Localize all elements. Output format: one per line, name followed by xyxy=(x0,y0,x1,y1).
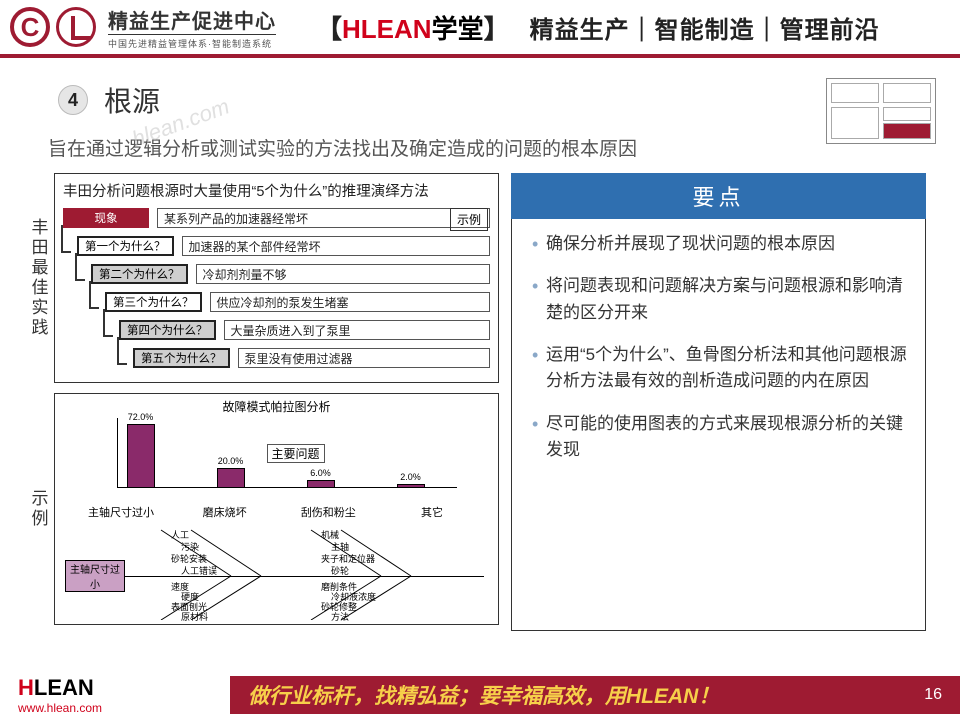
page-title: 根源 xyxy=(104,80,160,120)
org-block: 精益生产促进中心 中国先进精益管理体系·智能制造系统 xyxy=(108,5,276,50)
pareto-xlabel: 磨床烧坏 xyxy=(185,504,265,520)
footer-slogan: 做行业标杆，找精弘益；要幸福高效，用HLEAN！ xyxy=(248,680,719,710)
why-question: 第二个为什么？ xyxy=(91,264,188,284)
footer-brand-red: H xyxy=(18,675,34,700)
panel-5whys: 丰田最佳实践 丰田分析问题根源时大量使用“5个为什么”的推理演绎方法 示例 现象… xyxy=(54,173,499,383)
pareto-bar xyxy=(307,480,335,488)
why-answer: 加速器的某个部件经常坏 xyxy=(182,236,491,256)
why-row: 现象某系列产品的加速器经常坏 xyxy=(63,205,490,231)
content: 丰田最佳实践 丰田分析问题根源时大量使用“5个为什么”的推理演绎方法 示例 现象… xyxy=(0,173,960,631)
pareto-bar-label: 72.0% xyxy=(128,412,154,422)
fishbone-bones-icon xyxy=(61,524,492,620)
why-answer: 某系列产品的加速器经常坏 xyxy=(157,208,490,228)
logo-l-icon xyxy=(56,7,96,47)
why-answer: 冷却剂剂量不够 xyxy=(196,264,491,284)
hlean-red: HLEAN xyxy=(342,14,432,44)
bracket-r: 】 xyxy=(484,14,510,44)
why-question: 第四个为什么？ xyxy=(119,320,216,340)
footer-brand: HLEAN www.hlean.com xyxy=(0,675,230,715)
footer-bar: 做行业标杆，找精弘益；要幸福高效，用HLEAN！ 16 xyxy=(230,676,960,714)
pareto-title: 故障模式帕拉图分析 xyxy=(61,398,492,415)
pareto-xlabel: 主轴尺寸过小 xyxy=(81,504,161,520)
footer-url: www.hlean.com xyxy=(18,701,230,715)
why-row: 第三个为什么？ 供应冷却剂的泵发生堵塞 xyxy=(63,289,490,315)
pareto-xlabel: 其它 xyxy=(392,504,472,520)
why-row: 第二个为什么？ 冷却剂剂量不够 xyxy=(63,261,490,287)
left-column: 丰田最佳实践 丰田分析问题根源时大量使用“5个为什么”的推理演绎方法 示例 现象… xyxy=(54,173,499,631)
pareto-bar-label: 6.0% xyxy=(310,468,331,478)
panel1-vlabel: 丰田最佳实践 xyxy=(25,174,51,382)
footer-brand-black: LEAN xyxy=(34,675,94,700)
right-column: 要点 确保分析并展现了现状问题的根本原因将问题表现和问题解决方案与问题根源和影响… xyxy=(511,173,926,631)
header: C 精益生产促进中心 中国先进精益管理体系·智能制造系统 【HLEAN学堂】 精… xyxy=(0,0,960,58)
hlean-black: 学堂 xyxy=(432,14,484,44)
why-question: 第三个为什么？ xyxy=(105,292,202,312)
panel1-title: 丰田分析问题根源时大量使用“5个为什么”的推理演绎方法 xyxy=(63,180,490,201)
why-question: 第五个为什么？ xyxy=(133,348,230,368)
pareto-xlabel: 刮伤和粉尘 xyxy=(288,504,368,520)
pareto-bar xyxy=(127,424,155,488)
panel2-vlabel: 示例 xyxy=(25,394,51,624)
header-mid: 【HLEAN学堂】 xyxy=(316,9,510,46)
why-answer: 供应冷却剂的泵发生堵塞 xyxy=(210,292,491,312)
why-row: 第四个为什么？ 大量杂质进入到了泵里 xyxy=(63,317,490,343)
example-tag: 示例 xyxy=(450,208,488,231)
keypoint-item: 尽可能的使用图表的方式来展现根源分析的关键发现 xyxy=(532,411,909,464)
why-question: 现象 xyxy=(63,208,149,228)
keypoint-item: 运用“5个为什么”、鱼骨图分析法和其他问题根源分析方法最有效的剖析造成问题的内在… xyxy=(532,342,909,395)
logo-c-icon: C xyxy=(10,7,50,47)
step-badge: 4 xyxy=(58,85,88,115)
pareto-bar-label: 2.0% xyxy=(400,472,421,482)
bracket-l: 【 xyxy=(316,14,342,44)
why-answer: 大量杂质进入到了泵里 xyxy=(224,320,491,340)
panel-pareto-fishbone: 示例 故障模式帕拉图分析 72.0%20.0%6.0%2.0% 主要问题 主轴尺… xyxy=(54,393,499,625)
pareto-xlabels: 主轴尺寸过小 磨床烧坏 刮伤和粉尘 其它 xyxy=(61,504,492,520)
pareto-chart: 故障模式帕拉图分析 72.0% 20.0% 6.0% 2.0% 主要问题 xyxy=(61,398,492,502)
keypoint-item: 将问题表现和问题解决方案与问题根源和影响清楚的区分开来 xyxy=(532,273,909,326)
why-question: 第一个为什么？ xyxy=(77,236,174,256)
why-rows: 现象某系列产品的加速器经常坏第一个为什么？ 加速器的某个部件经常坏第二个为什么？ 冷… xyxy=(63,205,490,371)
why-row: 第五个为什么？ 泵里没有使用过滤器 xyxy=(63,345,490,371)
keypoints-body: 确保分析并展现了现状问题的根本原因将问题表现和问题解决方案与问题根源和影响清楚的… xyxy=(511,219,926,631)
pareto-bar-label: 20.0% xyxy=(218,456,244,466)
pareto-bar xyxy=(217,468,245,488)
org-name: 精益生产促进中心 xyxy=(108,5,276,34)
why-answer: 泵里没有使用过滤器 xyxy=(238,348,491,368)
template-thumbnail xyxy=(826,78,936,144)
keypoints-list: 确保分析并展现了现状问题的根本原因将问题表现和问题解决方案与问题根源和影响清楚的… xyxy=(532,231,909,463)
pareto-bar xyxy=(397,484,425,488)
keypoint-item: 确保分析并展现了现状问题的根本原因 xyxy=(532,231,909,257)
title-row: 4 根源 xyxy=(58,80,960,120)
footer: HLEAN www.hlean.com 做行业标杆，找精弘益；要幸福高效，用HL… xyxy=(0,670,960,720)
org-subtitle: 中国先进精益管理体系·智能制造系统 xyxy=(108,34,276,50)
header-right: 精益生产｜智能制造｜管理前沿 xyxy=(530,10,880,45)
fishbone-diagram: 主轴尺寸过小 人工污染砂轮安装人工错误速度硬度表面刨光原材料机械主轴夹子和定位器… xyxy=(61,524,492,620)
keypoints-head: 要点 xyxy=(511,173,926,219)
main-issue-label: 主要问题 xyxy=(267,444,325,463)
why-row: 第一个为什么？ 加速器的某个部件经常坏 xyxy=(63,233,490,259)
subtitle: 旨在通过逻辑分析或测试实验的方法找出及确定造成的问题的根本原因 xyxy=(48,134,960,161)
footer-page: 16 xyxy=(924,686,942,704)
